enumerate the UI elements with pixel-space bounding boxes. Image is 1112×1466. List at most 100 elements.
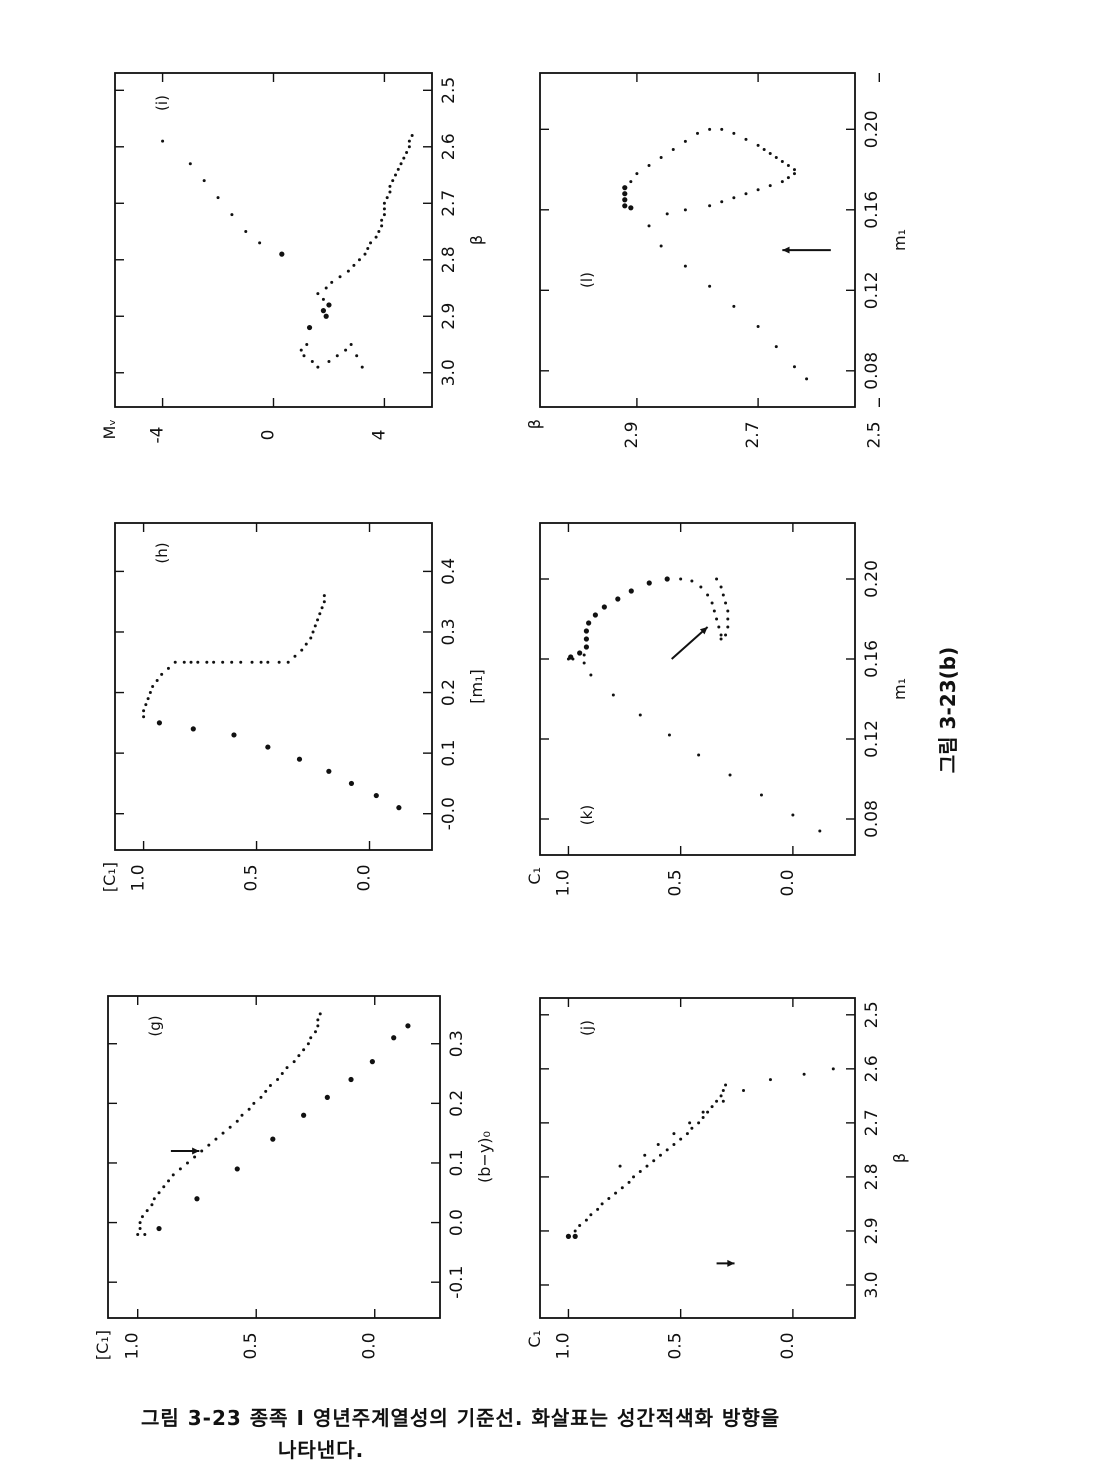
- panel-frame: [539, 72, 856, 408]
- data-point: [726, 625, 730, 629]
- data-point: [572, 1233, 578, 1239]
- data-point: [620, 1186, 624, 1190]
- data-point: [586, 620, 592, 626]
- data-point: [611, 693, 615, 697]
- data-point: [296, 756, 303, 762]
- x-axis-label: m₁: [890, 229, 909, 251]
- data-point: [589, 673, 593, 677]
- data-point: [664, 576, 670, 582]
- x-tick-label: 0.16: [862, 191, 882, 229]
- data-point: [643, 1153, 647, 1157]
- x-tick-label: 0.12: [862, 720, 882, 758]
- data-point: [780, 160, 784, 164]
- data-point: [374, 235, 378, 239]
- data-point: [231, 732, 237, 738]
- panel-label: (i): [153, 95, 171, 111]
- data-point: [699, 585, 703, 589]
- data-point: [690, 579, 694, 583]
- data-point: [162, 1185, 166, 1189]
- data-point: [266, 660, 270, 664]
- y-tick-label: 0.5: [666, 1332, 686, 1359]
- data-point: [335, 354, 339, 358]
- data-point: [316, 1018, 320, 1022]
- panel-frame: [539, 522, 856, 856]
- panel-label: (l): [578, 272, 596, 288]
- x-tick-label: 2.8: [862, 1163, 882, 1190]
- y-tick-label: 0.5: [666, 869, 686, 896]
- data-point: [672, 1142, 676, 1146]
- data-point: [363, 252, 367, 256]
- data-point: [706, 593, 710, 597]
- data-point: [756, 143, 760, 147]
- x-tick-label: 0.1: [439, 740, 459, 767]
- panel-g: -0.1 0.0 0.1 0.2 0.3 0.0 0.5 1.0 (b−y)₀ [C₁] (g): [93, 995, 494, 1360]
- data-point: [293, 654, 297, 658]
- data-point: [302, 354, 306, 358]
- data-point: [388, 190, 392, 194]
- y-tick-label: 0: [259, 430, 279, 441]
- data-point: [167, 1179, 171, 1183]
- data-point: [732, 196, 736, 200]
- data-point: [656, 1142, 660, 1146]
- y-axis-label: [C₁]: [100, 862, 119, 892]
- x-axis-label: [m₁]: [467, 669, 486, 703]
- data-point: [679, 577, 683, 581]
- panel-label: (k): [578, 805, 596, 825]
- x-tick-label: 0.16: [862, 640, 882, 678]
- data-point: [726, 609, 730, 613]
- data-point: [792, 365, 796, 369]
- y-tick-label: 4: [369, 430, 389, 441]
- data-point: [759, 793, 763, 797]
- y-tick-label: 1.0: [129, 864, 149, 891]
- data-point: [146, 697, 150, 701]
- data-point: [322, 594, 326, 598]
- data-point: [405, 150, 409, 154]
- panel-frame: [539, 997, 856, 1319]
- data-point: [316, 1024, 320, 1028]
- data-point: [323, 313, 329, 319]
- data-point: [622, 203, 628, 209]
- data-point: [665, 1148, 669, 1152]
- y-tick-label: 0.0: [355, 864, 375, 891]
- x-tick-label: 0.3: [439, 618, 459, 645]
- data-point: [721, 1099, 725, 1103]
- data-point: [742, 1088, 746, 1092]
- data-point: [721, 593, 725, 597]
- data-point: [230, 660, 234, 664]
- data-point: [583, 636, 590, 642]
- data-point: [652, 1159, 656, 1163]
- data-point: [719, 585, 723, 589]
- y-tick-label: 2.7: [743, 421, 763, 448]
- data-point: [719, 637, 723, 641]
- data-point: [756, 325, 760, 329]
- x-axis-label: m₁: [890, 678, 909, 700]
- x-tick-label: 0.2: [447, 1090, 467, 1117]
- data-point: [382, 201, 386, 205]
- data-point: [140, 1215, 144, 1219]
- data-point: [667, 733, 671, 737]
- data-point: [250, 660, 254, 664]
- data-point: [720, 200, 724, 204]
- data-point: [728, 773, 732, 777]
- data-point: [355, 354, 359, 358]
- data-point: [265, 744, 271, 750]
- data-point: [802, 1072, 806, 1076]
- panel-label: (h): [153, 542, 171, 563]
- data-point: [304, 642, 308, 646]
- x-tick-label: -0.0: [439, 797, 459, 830]
- data-point: [264, 1089, 268, 1093]
- data-point: [583, 628, 590, 634]
- panel-label: (g): [146, 1015, 164, 1036]
- data-point: [724, 601, 728, 605]
- data-point: [394, 173, 397, 177]
- panel-i: 3.0 2.9 2.8 2.7 2.6 2.5 -4 0 4 β Mᵥ (i): [100, 72, 486, 443]
- data-point: [831, 1067, 835, 1071]
- data-point: [300, 648, 304, 652]
- data-point: [324, 286, 328, 290]
- data-point: [302, 1048, 306, 1052]
- data-point: [600, 1202, 604, 1206]
- data-point: [410, 133, 414, 137]
- data-point: [646, 580, 652, 586]
- x-tick-label: 0.3: [447, 1030, 467, 1057]
- data-point: [671, 147, 675, 151]
